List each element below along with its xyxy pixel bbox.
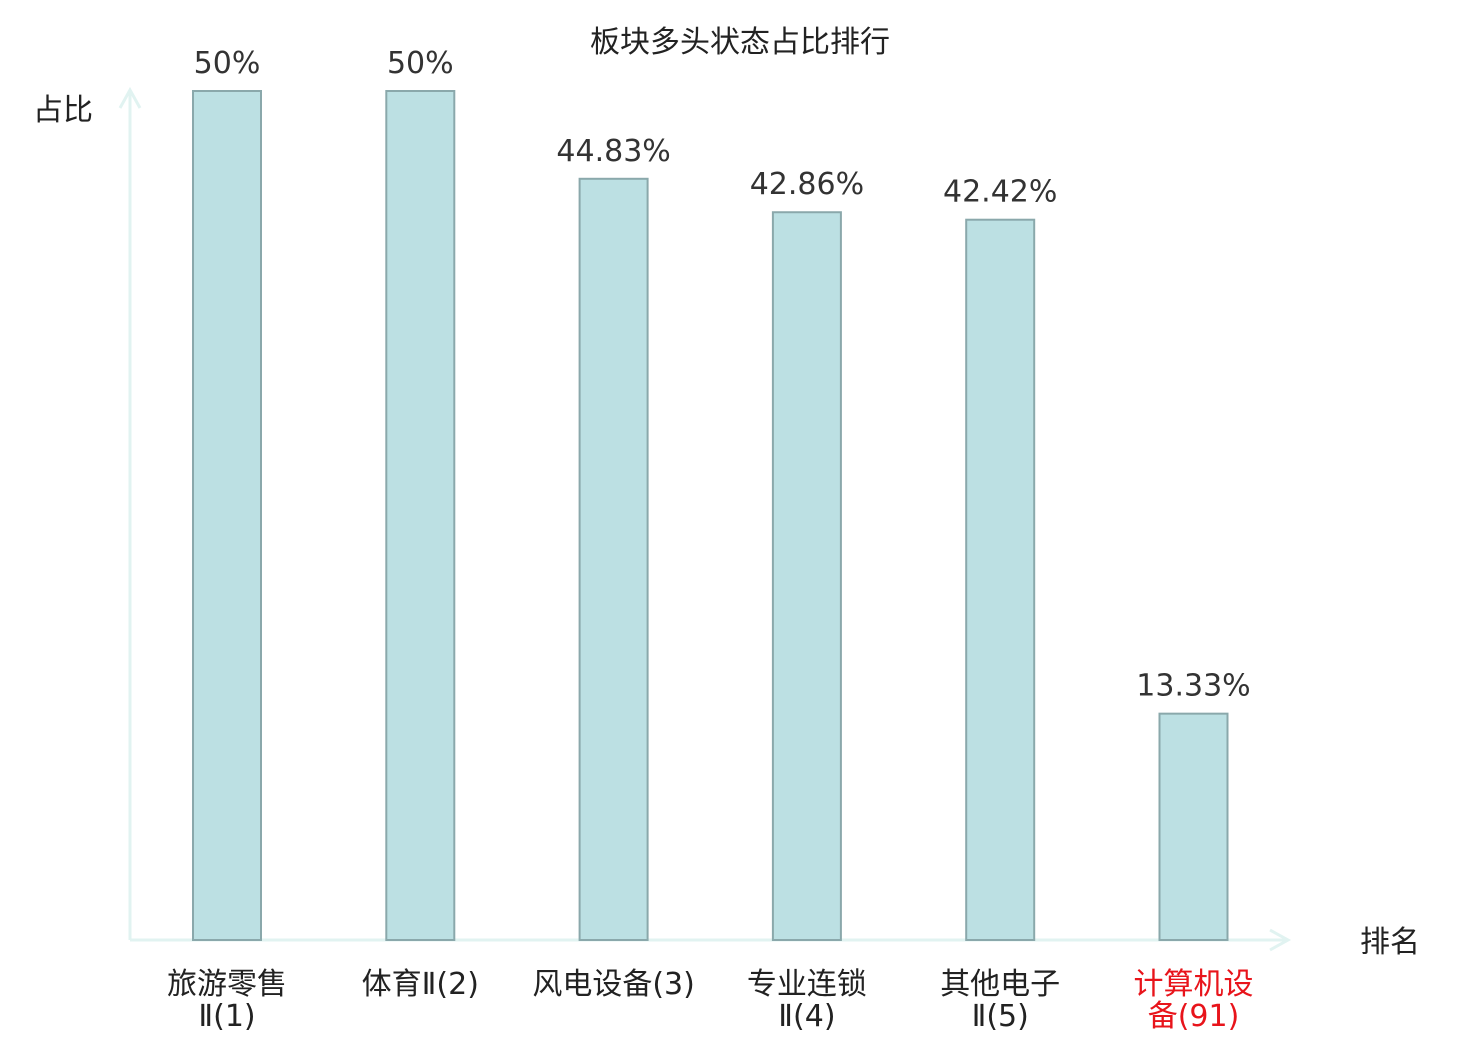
bar — [1158, 712, 1229, 942]
y-axis-label: 占比 — [33, 93, 93, 128]
x-axis-arrow — [1269, 928, 1292, 952]
value-label: 44.83% — [556, 134, 670, 169]
category-label: 备(91) — [1148, 999, 1240, 1034]
chart-title: 板块多头状态占比排行 — [590, 25, 890, 60]
category-label: 专业连锁 — [747, 967, 867, 1002]
category-label: Ⅱ(4) — [778, 999, 835, 1034]
value-label: 42.86% — [750, 167, 864, 202]
category-label: Ⅱ(1) — [198, 999, 255, 1034]
x-axis-label: 排名 — [1360, 925, 1420, 960]
category-label: Ⅱ(5) — [972, 999, 1029, 1034]
value-label: 42.42% — [943, 175, 1057, 210]
bar — [192, 90, 262, 941]
value-labels: 50% 50% 44.83% 42.86% 42.42% 13.33% — [194, 46, 1251, 704]
category-label: 风电设备(3) — [532, 967, 695, 1002]
value-label: 13.33% — [1136, 669, 1250, 704]
category-label: 体育Ⅱ(2) — [362, 967, 479, 1002]
bar — [578, 177, 649, 941]
y-axis-arrow — [118, 86, 142, 109]
bar — [385, 90, 456, 941]
category-label: 旅游零售 — [167, 967, 287, 1002]
axes — [118, 86, 1292, 952]
bar — [771, 211, 842, 942]
value-label: 50% — [387, 46, 454, 81]
category-label: 计算机设 — [1134, 967, 1254, 1002]
bar — [965, 218, 1036, 942]
category-label: 其他电子 — [940, 967, 1060, 1002]
value-label: 50% — [194, 46, 261, 81]
bars — [192, 90, 1229, 942]
